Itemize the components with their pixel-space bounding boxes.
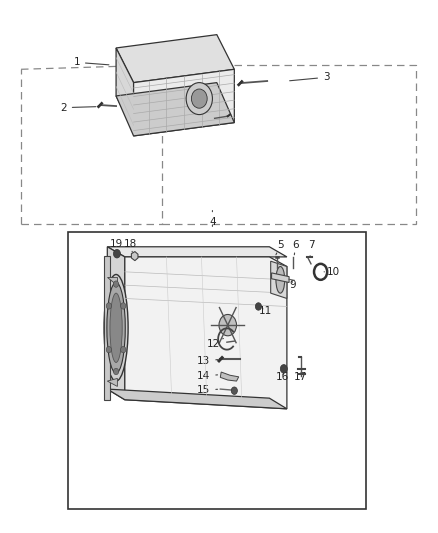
Text: 9: 9 <box>289 280 296 290</box>
Polygon shape <box>271 261 287 298</box>
Circle shape <box>255 303 261 310</box>
Polygon shape <box>107 247 125 400</box>
Polygon shape <box>220 372 239 381</box>
Text: 8: 8 <box>275 280 282 290</box>
Ellipse shape <box>110 293 122 362</box>
Circle shape <box>113 281 119 287</box>
Text: 5: 5 <box>276 240 284 255</box>
Ellipse shape <box>107 282 125 373</box>
Circle shape <box>113 249 120 258</box>
Text: 13: 13 <box>197 357 218 366</box>
Circle shape <box>280 365 287 373</box>
Text: 6: 6 <box>292 240 299 255</box>
Text: 2: 2 <box>60 103 96 112</box>
Text: 17: 17 <box>293 369 307 382</box>
Text: 19: 19 <box>110 239 123 252</box>
Circle shape <box>191 89 207 108</box>
Polygon shape <box>116 48 134 131</box>
Circle shape <box>186 83 212 115</box>
Text: 18: 18 <box>124 239 137 252</box>
Polygon shape <box>272 273 289 282</box>
Circle shape <box>106 303 112 309</box>
Ellipse shape <box>276 266 285 293</box>
Polygon shape <box>134 69 234 136</box>
Circle shape <box>120 346 126 353</box>
Polygon shape <box>131 252 138 261</box>
Text: 11: 11 <box>258 306 272 316</box>
Polygon shape <box>125 257 287 409</box>
Polygon shape <box>116 35 234 83</box>
Circle shape <box>219 314 237 336</box>
Polygon shape <box>104 256 110 400</box>
Circle shape <box>113 368 119 375</box>
Ellipse shape <box>104 274 128 381</box>
Polygon shape <box>107 277 117 285</box>
Polygon shape <box>116 83 234 136</box>
Text: 3: 3 <box>290 72 330 82</box>
Polygon shape <box>107 378 117 386</box>
Circle shape <box>120 303 126 309</box>
Polygon shape <box>107 247 287 257</box>
Text: 15: 15 <box>197 385 218 395</box>
Text: 14: 14 <box>197 371 218 381</box>
Polygon shape <box>107 389 287 409</box>
Text: 7: 7 <box>307 240 314 256</box>
Text: 1: 1 <box>73 58 109 67</box>
Circle shape <box>231 387 237 394</box>
Circle shape <box>106 346 112 353</box>
Text: 12: 12 <box>207 338 223 349</box>
Text: 16: 16 <box>276 373 289 382</box>
Text: 10: 10 <box>324 267 340 277</box>
Text: 4: 4 <box>209 211 216 227</box>
